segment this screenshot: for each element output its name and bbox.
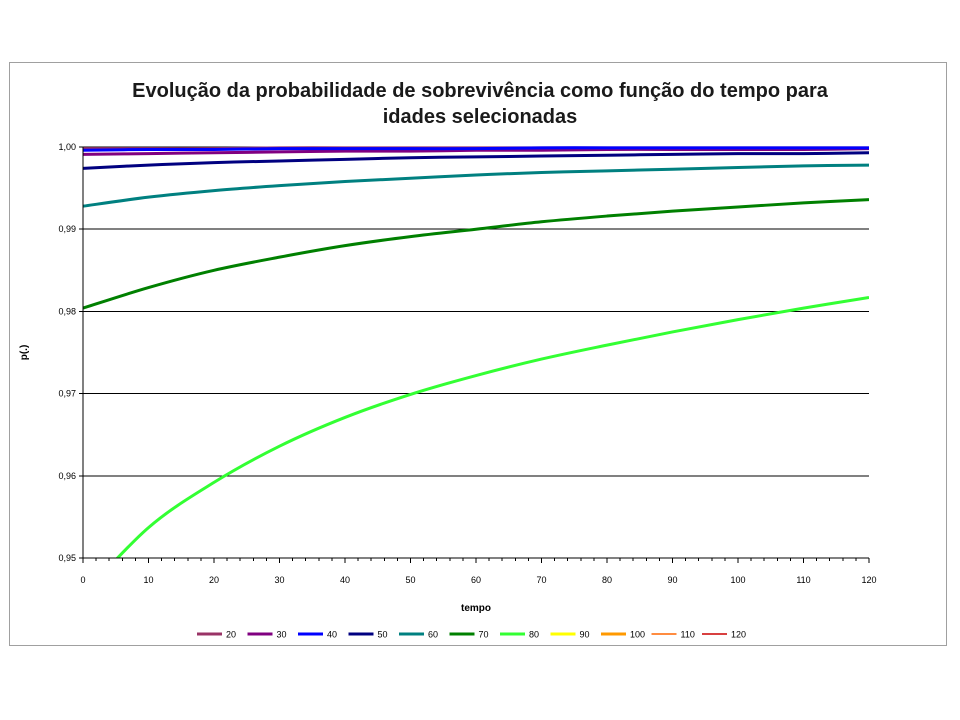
chart-title-line-2: idades selecionadas bbox=[382, 106, 578, 128]
x-tick-label: 100 bbox=[730, 575, 745, 585]
x-tick-label: 110 bbox=[796, 575, 810, 585]
legend-label-20: 20 bbox=[226, 630, 236, 640]
y-tick-label: 1,00 bbox=[58, 142, 76, 152]
legend-label-70: 70 bbox=[479, 630, 489, 640]
legend-label-110: 110 bbox=[681, 630, 695, 640]
x-axis-label: tempo bbox=[461, 603, 491, 614]
x-tick-label: 90 bbox=[667, 575, 677, 585]
series-lines bbox=[83, 146, 869, 558]
y-tick-label: 0,98 bbox=[58, 306, 76, 316]
y-tick-label: 0,95 bbox=[58, 553, 76, 563]
chart-frame bbox=[9, 62, 947, 646]
legend-label-30: 30 bbox=[277, 630, 287, 640]
legend-label-40: 40 bbox=[327, 630, 337, 640]
legend-label-50: 50 bbox=[378, 630, 388, 640]
y-tick-label: 0,99 bbox=[58, 224, 76, 234]
legend-label-60: 60 bbox=[428, 630, 438, 640]
axes bbox=[79, 146, 870, 563]
series-line-40 bbox=[83, 146, 869, 152]
x-tick-label: 40 bbox=[340, 575, 350, 585]
x-tick-label: 60 bbox=[471, 575, 481, 585]
tick-labels: 1,00 0,99 0,98 0,97 0,96 0,95 0 10 20 30 40 50 60 70 8… bbox=[58, 142, 876, 585]
x-tick-label: 120 bbox=[861, 575, 876, 585]
y-tick-label: 0,96 bbox=[58, 471, 76, 481]
legend-label-90: 90 bbox=[580, 630, 590, 640]
legend: 20 30 40 50 60 70 80 90 100 110 120 bbox=[197, 630, 746, 640]
series-line-50 bbox=[83, 151, 869, 170]
x-tick-label: 20 bbox=[209, 575, 219, 585]
series-line-30 bbox=[83, 147, 869, 156]
x-tick-label: 0 bbox=[80, 575, 85, 585]
x-tick-label: 30 bbox=[274, 575, 284, 585]
chart-title: Evolução da probabilidade de sobrevivênc… bbox=[0, 78, 960, 130]
x-tick-label: 50 bbox=[405, 575, 415, 585]
chart-title-line-1: Evolução da probabilidade de sobrevivênc… bbox=[132, 80, 828, 102]
legend-label-80: 80 bbox=[529, 630, 539, 640]
x-tick-label: 70 bbox=[536, 575, 546, 585]
series-line-70 bbox=[83, 198, 869, 310]
y-tick-label: 0,97 bbox=[58, 389, 76, 399]
x-tick-label: 80 bbox=[602, 575, 612, 585]
series-line-60 bbox=[83, 163, 869, 208]
legend-label-120: 120 bbox=[731, 630, 746, 640]
legend-label-100: 100 bbox=[630, 630, 645, 640]
y-axis-label: p(.) bbox=[19, 345, 30, 361]
x-tick-label: 10 bbox=[143, 575, 153, 585]
series-line-80 bbox=[115, 295, 869, 558]
gridlines bbox=[83, 146, 869, 559]
